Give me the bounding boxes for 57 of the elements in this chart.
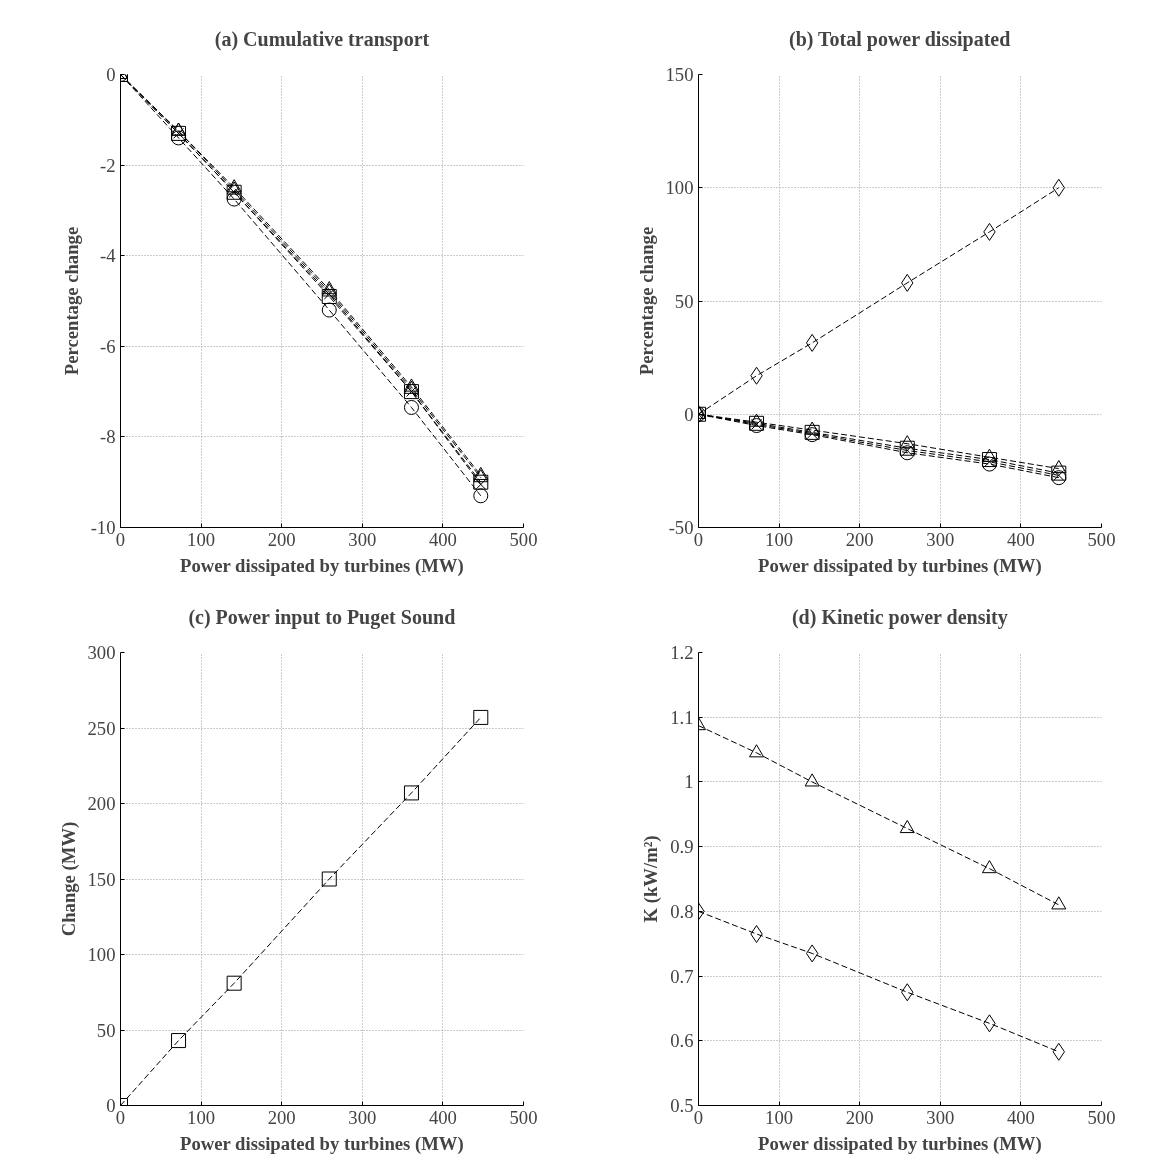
y-axis-title: K (kW/m²) — [640, 835, 663, 923]
chart-title: (c) Power input to Puget Sound — [188, 605, 456, 629]
x-tick-label: 500 — [509, 1106, 538, 1128]
y-axis-title: Change (MW) — [57, 821, 80, 937]
x-tick-label: 300 — [348, 1106, 377, 1128]
y-tick-label: 0.8 — [670, 900, 694, 922]
x-tick-label: 500 — [1087, 528, 1116, 550]
x-tick-label: 200 — [845, 528, 874, 550]
x-tick-label: 400 — [1006, 528, 1035, 550]
y-tick-label: 150 — [665, 64, 694, 85]
x-axis-title: Power dissipated by turbines (MW) — [758, 1132, 1042, 1155]
y-tick-label: -8 — [99, 426, 116, 448]
x-tick-label: 100 — [187, 528, 216, 550]
chart-title: (a) Cumulative transport — [214, 27, 430, 51]
y-tick-label: 50 — [674, 290, 694, 312]
x-axis-title: Power dissipated by turbines (MW) — [180, 1132, 464, 1155]
x-axis-title: Power dissipated by turbines (MW) — [758, 554, 1042, 577]
x-tick-label: 100 — [187, 1106, 216, 1128]
x-tick-label: 400 — [1006, 1106, 1035, 1128]
y-tick-label: 100 — [665, 177, 694, 199]
x-tick-label: 300 — [926, 1106, 955, 1128]
y-tick-label: 250 — [87, 717, 116, 739]
y-tick-label: 1.1 — [670, 706, 694, 728]
x-tick-label: 300 — [348, 528, 377, 550]
y-axis-title: Percentage change — [60, 226, 82, 376]
x-tick-label: 300 — [926, 528, 955, 550]
x-tick-label: 500 — [1087, 1106, 1116, 1128]
y-tick-label: 0.6 — [670, 1030, 694, 1052]
x-tick-label: 400 — [428, 1106, 457, 1128]
y-tick-label: -10 — [90, 517, 116, 538]
x-tick-label: 100 — [765, 1106, 794, 1128]
y-axis-title: Percentage change — [635, 226, 657, 376]
y-tick-label: -2 — [99, 154, 116, 176]
x-tick-label: 200 — [267, 528, 296, 550]
y-tick-label: -6 — [99, 335, 116, 357]
y-tick-label: 0.9 — [670, 836, 694, 858]
y-tick-label: 150 — [87, 868, 116, 890]
chart-title: (b) Total power dissipated — [788, 27, 1011, 51]
x-tick-label: 100 — [765, 528, 794, 550]
y-tick-label: 0.5 — [670, 1095, 694, 1116]
x-axis-title: Power dissipated by turbines (MW) — [180, 554, 464, 577]
x-tick-label: 500 — [509, 528, 538, 550]
y-tick-label: 1 — [684, 771, 694, 793]
y-tick-label: 100 — [87, 944, 116, 965]
x-tick-label: 200 — [845, 1106, 874, 1128]
x-tick-label: 200 — [267, 1106, 296, 1128]
y-tick-label: 0 — [106, 64, 116, 85]
y-tick-label: 50 — [96, 1019, 116, 1041]
y-tick-label: 1.2 — [670, 642, 694, 663]
y-tick-label: 0 — [684, 403, 694, 425]
y-tick-label: 300 — [87, 642, 116, 663]
y-tick-label: 200 — [87, 793, 116, 814]
x-tick-label: 400 — [428, 528, 457, 550]
y-tick-label: -4 — [99, 245, 117, 267]
y-tick-label: 0.7 — [670, 965, 694, 987]
chart-title: (d) Kinetic power density — [791, 605, 1008, 629]
y-tick-label: -50 — [668, 517, 694, 538]
